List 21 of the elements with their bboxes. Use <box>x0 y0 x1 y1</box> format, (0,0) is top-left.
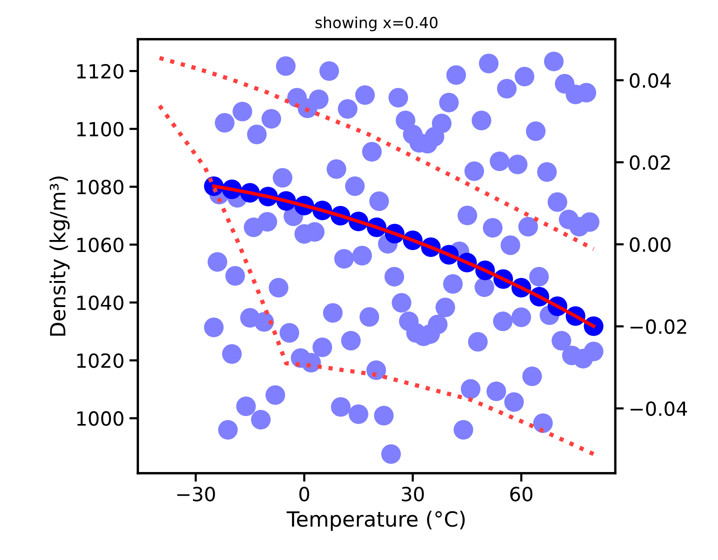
y-tick-label: 1060 <box>77 238 124 252</box>
chart-title: showing x=0.40 <box>316 16 438 32</box>
y2-tick-label: −0.02 <box>630 319 686 334</box>
y-axis-title: Density (kg/m³) <box>49 176 70 336</box>
y-tick-label: 1100 <box>77 122 124 137</box>
x-tick-label: 0 <box>299 486 310 502</box>
x-tick-label: −30 <box>177 486 215 502</box>
line-series <box>157 104 596 456</box>
y-tick-label: 1080 <box>77 180 124 194</box>
x-tick-label: 30 <box>402 486 424 502</box>
y2-tick-label: −0.04 <box>630 401 688 416</box>
line-series <box>157 56 596 252</box>
x-tick-label: 60 <box>510 486 532 502</box>
y-tick-label: 1040 <box>77 295 124 310</box>
y2-tick-label: 0.02 <box>630 155 670 170</box>
y2-tick-label: 0.00 <box>630 237 671 252</box>
y-tick-label: 1000 <box>77 411 124 426</box>
y-tick-label: 1020 <box>77 353 124 368</box>
y-tick-label: 1120 <box>77 64 124 79</box>
y2-tick-label: 0.04 <box>630 73 671 88</box>
x-axis-title: Temperature (°C) <box>286 510 465 531</box>
